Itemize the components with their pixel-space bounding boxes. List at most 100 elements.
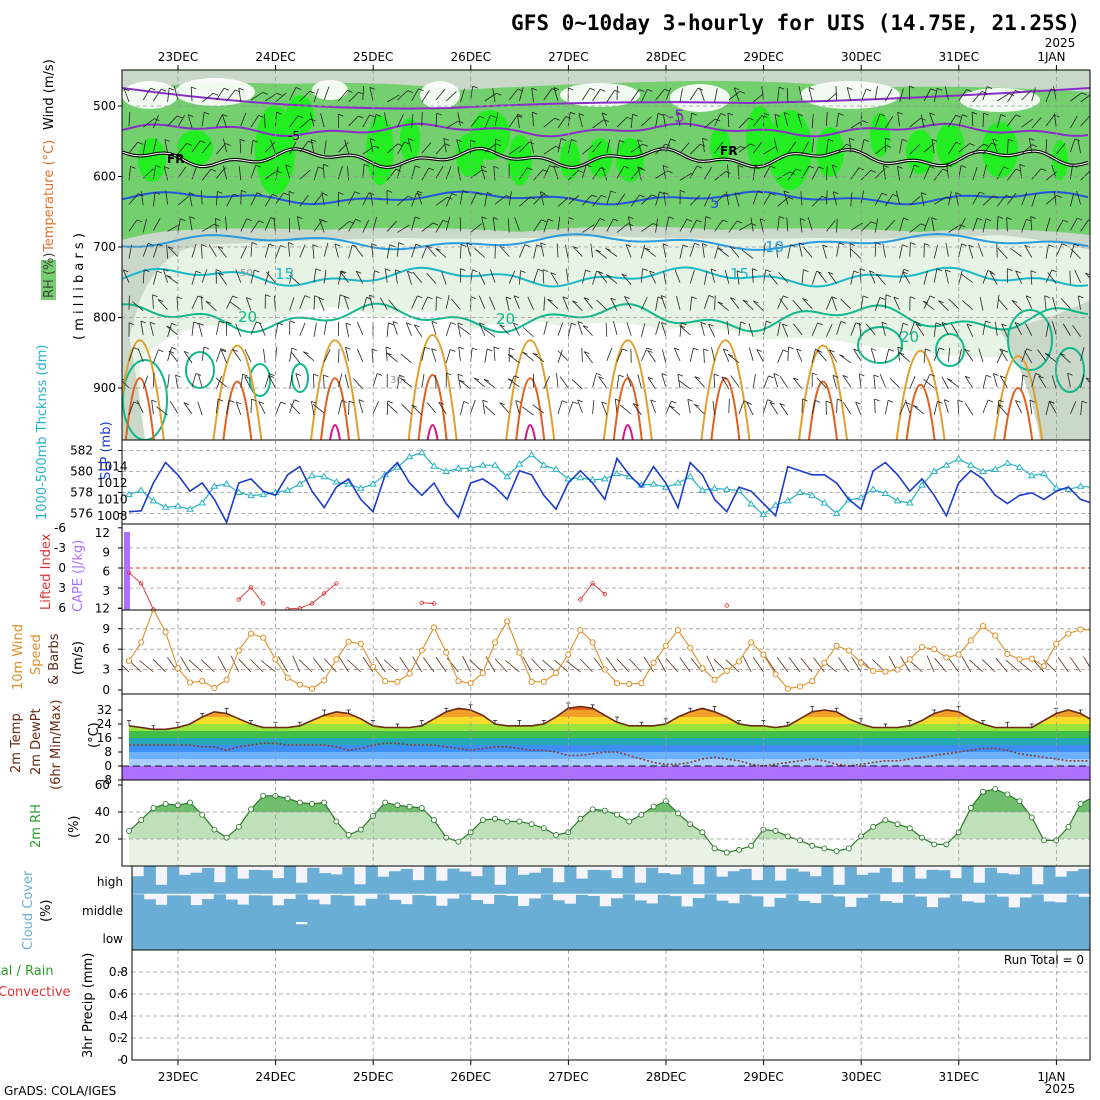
wind-barb-flag	[782, 349, 789, 353]
wind-barb	[977, 243, 984, 257]
cloud-mid-bar	[412, 895, 425, 922]
top-date-label: 26DEC	[451, 50, 491, 64]
wind-barb	[860, 221, 872, 232]
wind-barb-flag	[639, 194, 645, 198]
thickness-line-point	[1015, 463, 1024, 470]
wind-barb-flag	[600, 88, 606, 92]
cloud-mid-bar	[786, 894, 799, 922]
wind-barb-flag	[769, 401, 776, 405]
wind-barb-flag	[700, 321, 707, 325]
wind-barb-flag	[155, 165, 161, 168]
wind-barb	[289, 297, 295, 311]
wind-barb	[787, 168, 797, 181]
wind-barb-flag	[499, 402, 505, 406]
wind-barb-flag	[903, 268, 909, 272]
wind-barb	[457, 374, 461, 389]
cloud-mid-bar	[751, 896, 764, 922]
wind-barb-flag	[849, 137, 855, 141]
wind10m-speed-line-point	[565, 651, 572, 658]
wind-barb-flag	[818, 166, 824, 170]
wind-barb-flag	[1026, 348, 1032, 352]
wind-barb-flag	[903, 217, 909, 221]
wind10m-speed-line-point	[504, 618, 511, 625]
wind-barb	[369, 138, 374, 153]
cloud-mid-bar	[903, 894, 916, 922]
rh2m-point	[589, 806, 596, 813]
wind-barb-flag	[696, 165, 703, 169]
wind-barb-flag	[532, 352, 539, 356]
wind-barb	[435, 113, 438, 128]
thickness-line-point	[222, 480, 231, 487]
wind-barb-flag	[258, 220, 264, 224]
cloud-low-bar	[587, 922, 600, 950]
rh2m-point	[1016, 798, 1023, 805]
cloud-low-bar	[879, 922, 892, 950]
wind-barb-flag	[123, 269, 129, 273]
wind-barb	[870, 348, 876, 362]
wind-barb-flag	[322, 192, 328, 196]
cloud-mid-bar	[739, 894, 752, 922]
wind-barb	[958, 143, 970, 153]
label-fifteen-a: 15	[275, 265, 294, 283]
axis-tick-label: 6	[58, 601, 66, 615]
wind-barb	[557, 400, 563, 415]
wind-barb-flag	[691, 112, 697, 116]
rh-saturated-cell	[936, 123, 964, 167]
cloud-low-bar	[1019, 922, 1033, 950]
cloud-high-bar	[599, 870, 612, 894]
wind-barb-flag	[443, 138, 449, 141]
wind-barb-flag	[981, 90, 988, 94]
cloud-mid-bar	[248, 895, 262, 922]
wind-barb-flag	[1011, 300, 1018, 303]
wind-barb	[519, 196, 531, 207]
wind-barb	[1053, 113, 1057, 128]
bottom-date-label: 27DEC	[548, 1070, 588, 1084]
label-ten: 10	[765, 238, 784, 256]
wind-barb	[676, 296, 681, 310]
wind-barb	[413, 324, 423, 337]
wind-barb	[885, 294, 887, 309]
wind-barb	[445, 91, 457, 102]
wind-barb	[1070, 217, 1078, 231]
wind-barb	[655, 191, 660, 206]
wind-barb-flag	[591, 194, 597, 198]
wind-barb	[156, 406, 168, 416]
wind10m-speed-line-point	[516, 649, 523, 656]
wind-barb-flag	[385, 346, 392, 350]
cloud-low-bar	[1031, 922, 1044, 950]
wind-barb-flag	[472, 347, 478, 351]
wind-barb	[905, 399, 911, 414]
wind-barb-flag	[246, 297, 252, 300]
wind-barb	[394, 269, 398, 284]
wind-barb-flag	[646, 347, 653, 351]
contour-plus25-cell	[935, 333, 965, 367]
wind-barb	[964, 349, 974, 362]
rh2m-point	[492, 815, 498, 822]
wind-barb	[948, 347, 951, 362]
wind-barb-flag	[283, 192, 289, 196]
wind-barb-flag	[960, 165, 967, 168]
wind10m-barb	[531, 658, 545, 673]
thickness-line-point	[796, 488, 804, 495]
cloud-low-bar	[622, 922, 635, 950]
wind-barb-flag	[457, 373, 464, 377]
contour-plus30	[212, 344, 263, 440]
cloud-mid-bar	[143, 899, 156, 922]
wind-barb	[508, 115, 518, 128]
axis-tick-label: 580	[70, 465, 93, 479]
wind-barb-flag	[369, 86, 376, 90]
wind-barb	[122, 269, 130, 283]
wind-barb-flag	[736, 220, 743, 224]
cloud-mid-bar	[353, 905, 367, 922]
contour-plus35	[808, 380, 838, 440]
wind-barb	[275, 192, 284, 205]
thickness-line-point	[820, 499, 829, 506]
cloud-cover-panel: high middle low	[82, 865, 1091, 951]
wind-barb-flag	[397, 143, 403, 147]
wind-barb-flag	[149, 321, 156, 325]
ylabel-temp2m-b: 2m DewPt	[29, 708, 44, 775]
label-twenty-b: 20	[496, 310, 515, 328]
wind-barb	[592, 119, 605, 129]
cloud-high-bar	[202, 867, 215, 894]
wind-barb-flag	[649, 270, 655, 274]
